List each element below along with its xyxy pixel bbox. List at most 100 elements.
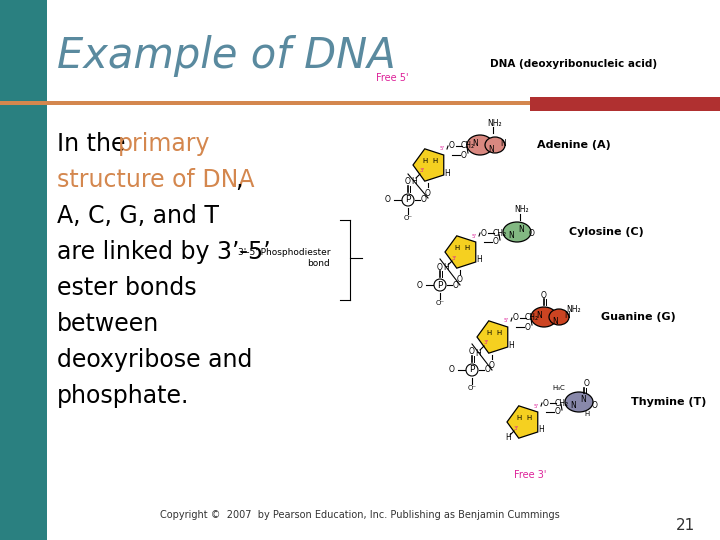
Text: O⁻: O⁻ bbox=[403, 215, 413, 221]
Text: P: P bbox=[405, 195, 410, 205]
Text: H₃C: H₃C bbox=[553, 385, 565, 391]
Text: Example of DNA: Example of DNA bbox=[57, 35, 396, 77]
Text: CH₂: CH₂ bbox=[555, 399, 569, 408]
Text: 5': 5' bbox=[439, 146, 444, 152]
Text: CH₂: CH₂ bbox=[493, 228, 507, 238]
Text: O: O bbox=[513, 314, 519, 322]
Text: ester bonds: ester bonds bbox=[57, 276, 197, 300]
Text: Free 5': Free 5' bbox=[376, 73, 408, 83]
Text: deoxyribose and: deoxyribose and bbox=[57, 348, 253, 372]
Text: 21: 21 bbox=[676, 518, 695, 534]
Text: A, C, G, and T: A, C, G, and T bbox=[57, 204, 219, 228]
Text: 5': 5' bbox=[503, 319, 508, 323]
Text: N: N bbox=[508, 232, 514, 240]
Text: H: H bbox=[526, 415, 531, 421]
Text: O: O bbox=[457, 275, 463, 285]
Text: N: N bbox=[472, 138, 478, 147]
Text: H: H bbox=[433, 158, 438, 164]
Polygon shape bbox=[477, 321, 508, 353]
Ellipse shape bbox=[549, 309, 569, 325]
Text: N: N bbox=[536, 310, 542, 320]
Text: N: N bbox=[552, 318, 558, 327]
Text: 3': 3' bbox=[451, 255, 456, 260]
Bar bbox=[0, 0, 47, 540]
Text: H: H bbox=[476, 255, 482, 265]
Text: H: H bbox=[505, 434, 511, 442]
Text: O: O bbox=[461, 151, 467, 159]
Text: 3': 3' bbox=[420, 168, 425, 173]
Text: H: H bbox=[464, 245, 469, 251]
Text: O: O bbox=[485, 366, 491, 375]
Text: O: O bbox=[453, 280, 459, 289]
Text: H: H bbox=[443, 264, 449, 273]
Text: primary: primary bbox=[118, 132, 210, 156]
Text: phosphate.: phosphate. bbox=[57, 384, 189, 408]
Text: Free 3': Free 3' bbox=[514, 470, 546, 480]
Text: In the: In the bbox=[57, 132, 133, 156]
Text: O: O bbox=[481, 228, 487, 238]
Text: O: O bbox=[525, 322, 531, 332]
Bar bbox=[0, 101, 530, 105]
Text: H: H bbox=[585, 411, 590, 417]
Text: H: H bbox=[444, 168, 450, 178]
Text: Copyright ©  2007  by Pearson Education, Inc. Publishing as Benjamin Cummings: Copyright © 2007 by Pearson Education, I… bbox=[160, 510, 560, 520]
Text: H: H bbox=[508, 341, 514, 349]
Ellipse shape bbox=[531, 307, 557, 327]
Text: O: O bbox=[584, 380, 590, 388]
Text: H: H bbox=[487, 330, 492, 336]
Text: NH₂: NH₂ bbox=[487, 118, 503, 127]
Text: Adenine (A): Adenine (A) bbox=[537, 140, 611, 150]
Ellipse shape bbox=[485, 137, 505, 153]
Text: O: O bbox=[417, 280, 423, 289]
Text: N: N bbox=[500, 138, 506, 147]
Text: 5': 5' bbox=[472, 233, 477, 239]
Text: O: O bbox=[493, 238, 499, 246]
Text: O: O bbox=[405, 178, 411, 186]
Text: O: O bbox=[469, 348, 475, 356]
Text: O: O bbox=[449, 366, 455, 375]
Text: 3': 3' bbox=[513, 426, 518, 430]
Text: O: O bbox=[541, 291, 547, 300]
Text: O: O bbox=[543, 399, 549, 408]
Text: between: between bbox=[57, 312, 159, 336]
Bar bbox=[530, 97, 720, 111]
Text: N: N bbox=[488, 145, 494, 154]
Text: O⁻: O⁻ bbox=[467, 385, 477, 391]
Text: 3': 3' bbox=[484, 341, 488, 346]
Text: H: H bbox=[496, 330, 502, 336]
Text: O: O bbox=[421, 195, 427, 205]
Text: ,: , bbox=[235, 168, 243, 192]
Polygon shape bbox=[507, 406, 538, 438]
Text: O: O bbox=[425, 188, 431, 198]
Text: N: N bbox=[580, 395, 586, 404]
Ellipse shape bbox=[503, 222, 531, 242]
Text: O: O bbox=[385, 195, 391, 205]
Text: O: O bbox=[529, 230, 535, 239]
Polygon shape bbox=[445, 236, 476, 268]
Text: O: O bbox=[449, 141, 455, 151]
Polygon shape bbox=[413, 149, 444, 181]
Text: H: H bbox=[516, 415, 521, 421]
Text: Guanine (G): Guanine (G) bbox=[601, 312, 676, 322]
Text: N: N bbox=[570, 402, 576, 410]
Text: O: O bbox=[555, 408, 561, 416]
Text: N: N bbox=[564, 310, 570, 320]
Text: NH₂: NH₂ bbox=[567, 305, 581, 314]
Text: O: O bbox=[437, 262, 443, 272]
Text: CH₂: CH₂ bbox=[461, 141, 475, 151]
Text: H: H bbox=[411, 177, 417, 186]
Text: N: N bbox=[518, 226, 524, 234]
Text: 5': 5' bbox=[534, 403, 539, 408]
Text: H: H bbox=[454, 245, 459, 251]
Text: P: P bbox=[469, 366, 474, 375]
Text: O: O bbox=[592, 402, 598, 410]
Ellipse shape bbox=[467, 135, 493, 155]
Text: CH₂: CH₂ bbox=[525, 314, 539, 322]
Text: Thymine (T): Thymine (T) bbox=[631, 397, 706, 407]
Text: O: O bbox=[489, 361, 495, 369]
Text: NH₂: NH₂ bbox=[515, 206, 529, 214]
Text: structure of DNA: structure of DNA bbox=[57, 168, 254, 192]
Ellipse shape bbox=[565, 392, 593, 412]
Text: H: H bbox=[423, 158, 428, 164]
Text: P: P bbox=[437, 280, 443, 289]
